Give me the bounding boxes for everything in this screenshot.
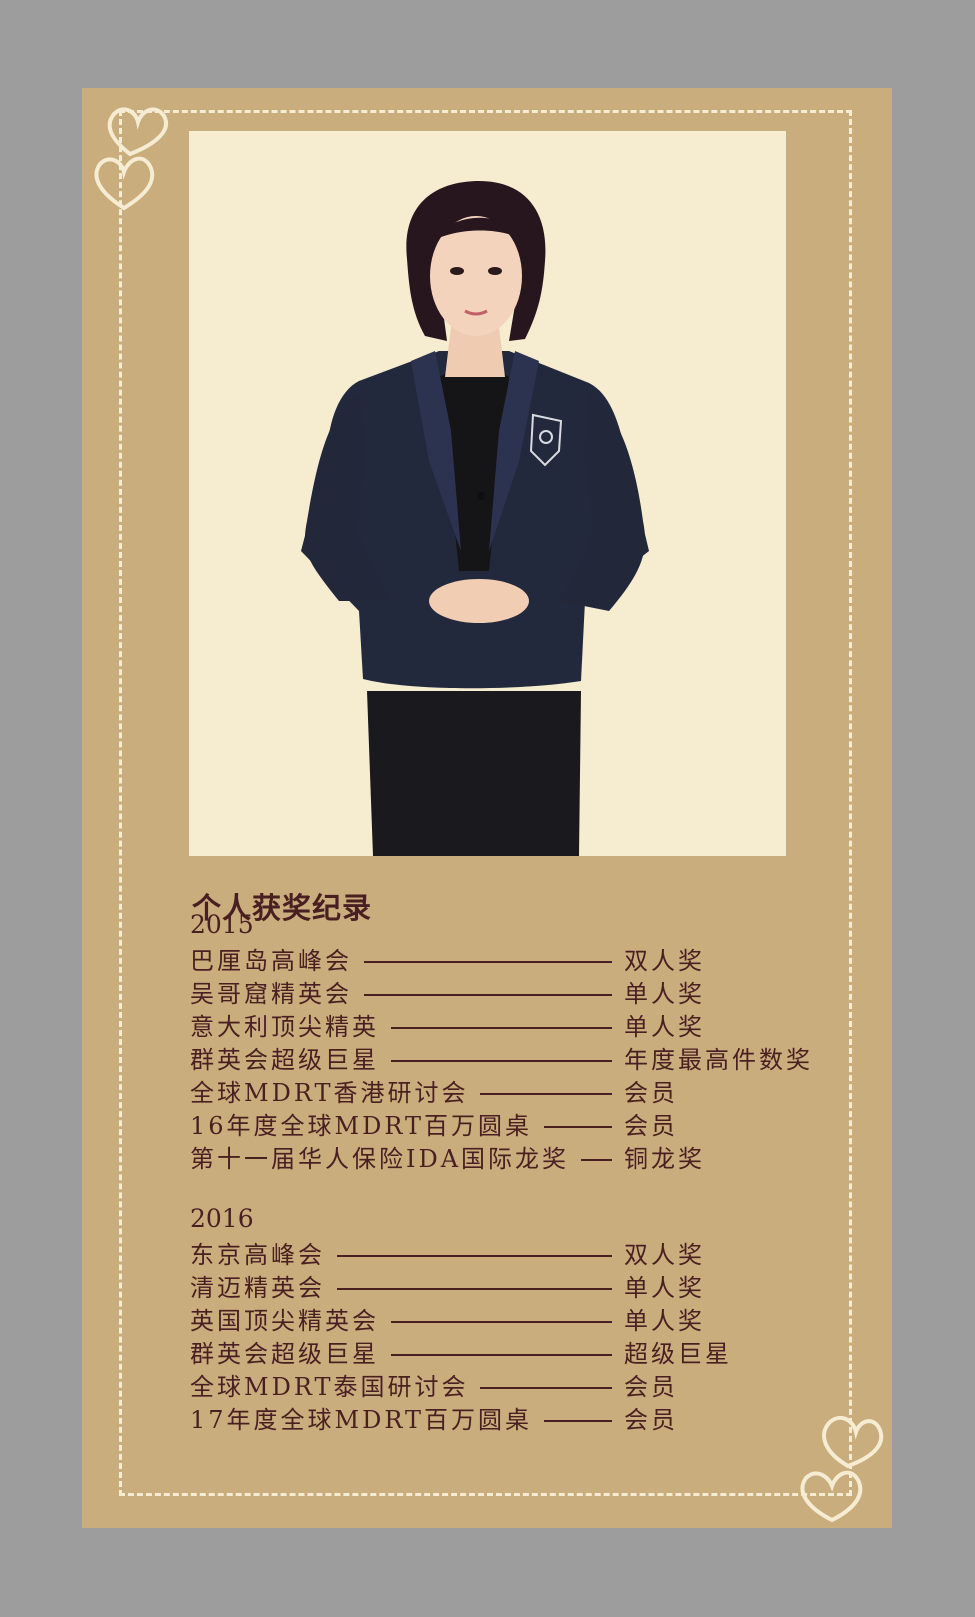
award-row: 群英会超级巨星 年度最高件数奖: [190, 1043, 850, 1077]
award-row: 意大利顶尖精英 单人奖: [190, 1010, 850, 1044]
leader-line: [480, 1387, 612, 1389]
award-row: 群英会超级巨星 超级巨星: [190, 1337, 850, 1371]
event-name: 清迈精英会: [190, 1274, 325, 1302]
leader-line: [337, 1255, 612, 1257]
award-name: 双人奖: [624, 1241, 705, 1269]
double-heart-icon: [94, 107, 168, 211]
page-title: 个人获奖纪录: [192, 891, 373, 925]
leader-line: [391, 1354, 612, 1356]
award-name: 会员: [624, 1373, 678, 1401]
award-row: 全球MDRT泰国研讨会 会员: [190, 1370, 850, 1404]
award-name: 单人奖: [624, 980, 705, 1008]
award-name: 会员: [624, 1079, 678, 1107]
leader-line: [364, 994, 612, 996]
award-row: 巴厘岛高峰会 双人奖: [190, 944, 850, 978]
award-name: 会员: [624, 1406, 678, 1434]
award-card: 个人获奖纪录 2015 巴厘岛高峰会 双人奖 吴哥窟精英会 单人奖 意大利顶尖精英 单人奖群…: [82, 88, 892, 1528]
award-row: 清迈精英会 单人奖: [190, 1271, 850, 1305]
award-row: 英国顶尖精英会 单人奖: [190, 1304, 850, 1338]
event-name: 东京高峰会: [190, 1241, 325, 1269]
dashed-border: [119, 110, 852, 1496]
leader-line: [480, 1093, 612, 1095]
award-name: 年度最高件数奖: [624, 1046, 813, 1074]
leader-line: [364, 961, 612, 963]
event-name: 意大利顶尖精英: [190, 1013, 379, 1041]
event-name: 英国顶尖精英会: [190, 1307, 379, 1335]
year-label: 2015: [190, 910, 254, 939]
award-row: 17年度全球MDRT百万圆桌 会员: [190, 1403, 850, 1437]
award-row: 16年度全球MDRT百万圆桌 会员: [190, 1109, 850, 1143]
leader-line: [544, 1420, 612, 1422]
event-name: 全球MDRT泰国研讨会: [190, 1373, 469, 1401]
award-row: 第十一届华人保险IDA国际龙奖 铜龙奖: [190, 1142, 850, 1176]
award-name: 单人奖: [624, 1013, 705, 1041]
award-row: 东京高峰会 双人奖: [190, 1238, 850, 1272]
award-name: 超级巨星: [624, 1340, 732, 1368]
award-name: 铜龙奖: [624, 1145, 705, 1173]
portrait-photo: [189, 131, 786, 856]
award-name: 会员: [624, 1112, 678, 1140]
event-name: 巴厘岛高峰会: [190, 947, 352, 975]
double-heart-icon: [800, 1415, 884, 1523]
event-name: 群英会超级巨星: [190, 1340, 379, 1368]
award-row: 吴哥窟精英会 单人奖: [190, 977, 850, 1011]
leader-line: [391, 1060, 612, 1062]
leader-line: [391, 1027, 612, 1029]
award-name: 单人奖: [624, 1307, 705, 1335]
leader-line: [544, 1126, 612, 1128]
leader-line: [391, 1321, 612, 1323]
event-name: 17年度全球MDRT百万圆桌: [190, 1406, 533, 1434]
event-name: 16年度全球MDRT百万圆桌: [190, 1112, 533, 1140]
award-name: 双人奖: [624, 947, 705, 975]
award-name: 单人奖: [624, 1274, 705, 1302]
leader-line: [581, 1159, 612, 1161]
event-name: 第十一届华人保险IDA国际龙奖: [190, 1145, 570, 1173]
leader-line: [337, 1288, 612, 1290]
woman-in-suit-illustration: [301, 181, 649, 856]
award-row: 全球MDRT香港研讨会 会员: [190, 1076, 850, 1110]
event-name: 全球MDRT香港研讨会: [190, 1079, 469, 1107]
event-name: 群英会超级巨星: [190, 1046, 379, 1074]
event-name: 吴哥窟精英会: [190, 980, 352, 1008]
shield-badge-icon: [529, 413, 563, 467]
year-label: 2016: [190, 1204, 254, 1233]
